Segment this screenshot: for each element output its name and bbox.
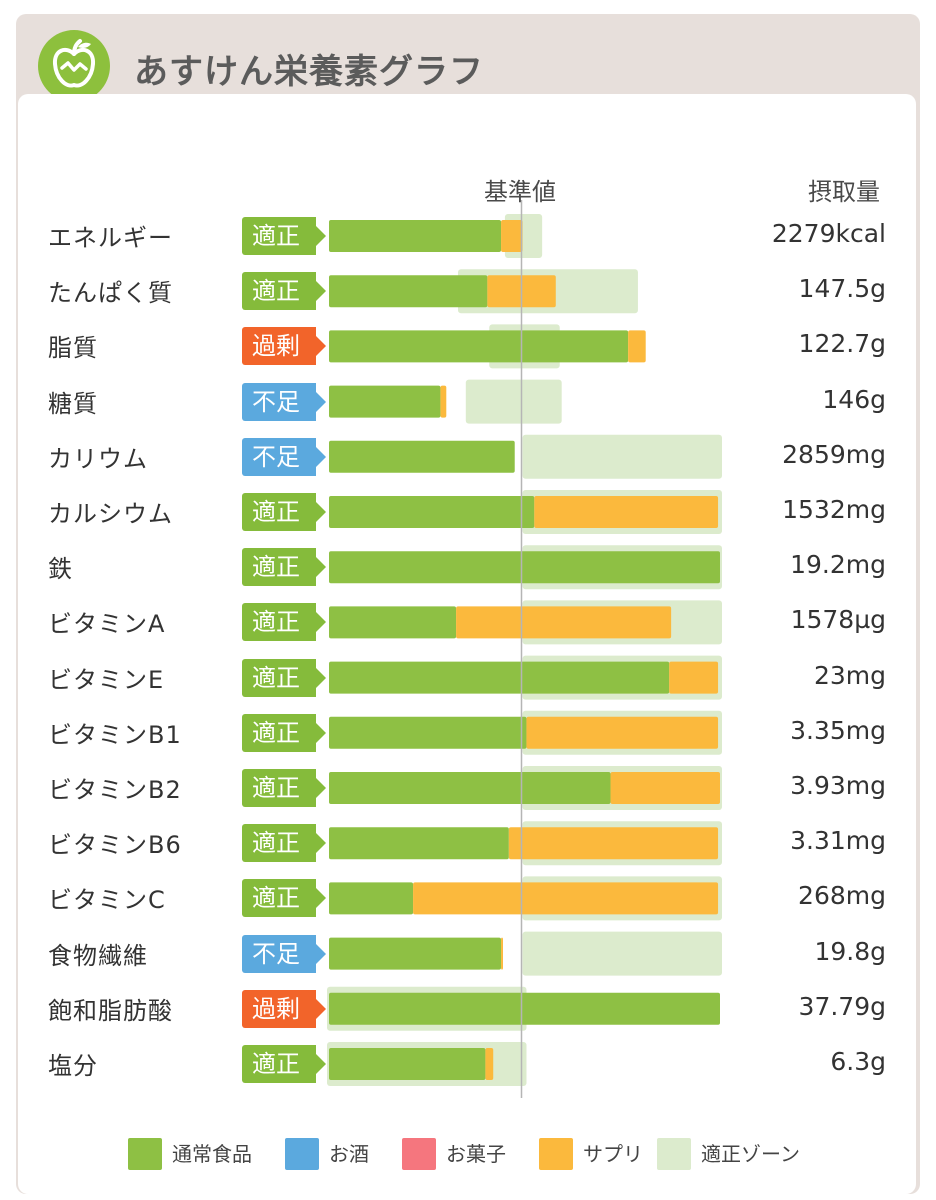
- bar-supplement: [501, 937, 503, 970]
- nutrient-label: 食物繊維: [48, 941, 148, 970]
- legend-normal-food-swatch: [128, 1138, 162, 1170]
- nutrient-label: エネルギー: [48, 224, 173, 252]
- status-badge: 適正: [242, 824, 326, 863]
- bar-supplement: [526, 716, 719, 749]
- intake-value: 1532mg: [782, 495, 886, 524]
- status-badge: 適正: [242, 769, 326, 807]
- nutrient-label: 鉄: [48, 555, 73, 584]
- legend-supplement-label: サプリ: [583, 1142, 643, 1166]
- intake-value: 2279kcal: [771, 219, 886, 248]
- bar-normal-food: [329, 716, 527, 749]
- intake-value: 2859mg: [782, 439, 886, 469]
- bar-normal-food: [329, 827, 509, 860]
- nutrient-label: ビタミンB2: [48, 776, 182, 804]
- bar-supplement: [534, 496, 719, 528]
- status-badge: 不足: [242, 382, 326, 421]
- status-badge: 適正: [242, 1045, 326, 1083]
- intake-value: 3.31mg: [790, 826, 886, 856]
- bar-supplement: [456, 606, 672, 639]
- status-badge: 適正: [242, 658, 326, 697]
- appropriate-zone: [522, 434, 722, 479]
- bar-normal-food: [329, 772, 611, 804]
- bar-normal-food: [329, 992, 720, 1025]
- status-badge: 適正: [242, 217, 326, 255]
- legend-snack-label: お菓子: [446, 1142, 506, 1166]
- status-badge: 適正: [242, 713, 326, 752]
- legend-supplement-swatch: [539, 1138, 573, 1170]
- app-title: あすけん栄養素グラフ: [134, 52, 484, 92]
- status-badge: 過剰: [242, 989, 326, 1028]
- legend-zone-swatch: [657, 1138, 691, 1170]
- status-badge: 適正: [242, 493, 326, 531]
- bar-normal-food: [329, 496, 535, 528]
- nutrient-label: 脂質: [48, 334, 98, 363]
- intake-value: 6.3g: [830, 1047, 886, 1076]
- bar-normal-food: [329, 551, 720, 584]
- bar-normal-food: [329, 937, 502, 970]
- intake-value: 146g: [822, 384, 886, 414]
- intake-value: 37.79g: [798, 991, 886, 1021]
- appropriate-zone: [522, 931, 722, 976]
- bar-normal-food: [329, 661, 670, 694]
- legend-zone-label: 適正ゾーン: [701, 1142, 800, 1166]
- nutrient-label: ビタミンC: [48, 886, 166, 915]
- nutrient-label: たんぱく質: [48, 279, 173, 308]
- status-badge: 適正: [242, 603, 326, 642]
- intake-value: 268mg: [798, 881, 886, 911]
- intake-column-header: 摂取量: [808, 178, 880, 206]
- bar-normal-food: [329, 220, 502, 252]
- intake-value: 3.35mg: [790, 715, 886, 745]
- nutrient-label: カルシウム: [48, 500, 173, 528]
- nutrient-label: 糖質: [48, 389, 98, 418]
- intake-value: 23mg: [813, 660, 886, 690]
- status-badge: 過剰: [242, 327, 326, 366]
- nutrient-label: カリウム: [48, 444, 148, 473]
- legend-normal-food-label: 通常食品: [172, 1142, 252, 1166]
- reference-column-header: 基準値: [484, 178, 556, 206]
- bar-normal-food: [329, 440, 515, 473]
- bar-normal-food: [329, 606, 457, 639]
- nutrient-label: ビタミンE: [48, 665, 165, 694]
- appropriate-zone: [465, 379, 562, 424]
- nutrient-label: 飽和脂肪酸: [48, 996, 173, 1025]
- bar-supplement: [610, 772, 720, 804]
- intake-value: 19.2mg: [790, 550, 886, 580]
- intake-value: 3.93mg: [790, 771, 886, 800]
- bar-normal-food: [329, 275, 488, 308]
- status-badge: 不足: [242, 437, 326, 476]
- intake-value: 147.5g: [798, 274, 886, 304]
- nutrient-label: ビタミンB6: [48, 831, 182, 860]
- intake-value: 122.7g: [798, 329, 886, 359]
- bar-supplement: [669, 661, 719, 694]
- intake-value: 19.8g: [814, 936, 886, 966]
- apple-logo-icon: [38, 30, 110, 102]
- legend-snack-swatch: [402, 1138, 436, 1170]
- bar-supplement: [501, 220, 523, 252]
- nutrient-label: ビタミンA: [48, 610, 166, 639]
- status-badge: 適正: [242, 879, 326, 918]
- legend-alcohol-label: お酒: [329, 1142, 369, 1166]
- bar-normal-food: [329, 330, 629, 363]
- bar-supplement: [508, 827, 719, 860]
- status-badge: 適正: [242, 272, 326, 311]
- bar-supplement: [440, 385, 447, 418]
- intake-value: 1578µg: [790, 605, 886, 635]
- bar-supplement: [485, 1048, 494, 1080]
- status-badge: 不足: [242, 934, 326, 973]
- nutrient-label: ビタミンB1: [48, 720, 182, 749]
- bar-supplement: [628, 330, 646, 363]
- bar-normal-food: [329, 1048, 486, 1080]
- status-badge: 適正: [242, 548, 326, 587]
- nutrient-label: 塩分: [48, 1052, 98, 1080]
- bar-supplement: [413, 882, 719, 915]
- bar-normal-food: [329, 882, 414, 915]
- bar-normal-food: [329, 385, 441, 418]
- legend-alcohol-swatch: [285, 1138, 319, 1170]
